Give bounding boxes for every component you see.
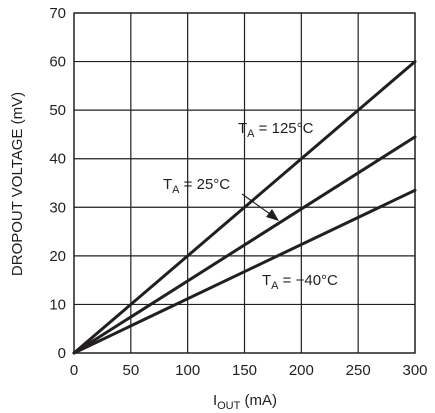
x-tick-label: 250 [346,362,371,379]
grid [74,13,415,353]
y-axis-label: DROPOUT VOLTAGE (mV) [9,92,26,276]
y-tick-label: 70 [49,5,66,22]
y-tick-label: 50 [49,102,66,119]
series-lines [72,60,417,355]
series-line-0 [72,60,417,355]
x-tick-label: 0 [70,362,78,379]
x-tick-label: 200 [289,362,314,379]
x-tick-label: 100 [175,362,200,379]
x-tick-label: 300 [402,362,427,379]
series-line-1 [72,135,417,355]
plot-frame [73,12,416,354]
annotation-minus40c: TA = −40°C [262,272,338,292]
y-tick-label: 30 [49,199,66,216]
annotation-125c: TA = 125°C [238,120,314,140]
y-tick-label: 20 [49,248,66,265]
series-line-2 [72,188,417,355]
y-tick-label: 10 [49,296,66,313]
tick-labels: 0 50 100 150 200 250 300 0 10 20 30 40 50 60 70 [49,5,427,379]
y-tick-label: 40 [49,151,66,168]
y-tick-label: 60 [49,54,66,71]
x-tick-label: 150 [232,362,257,379]
annotation-25c: TA = 25°C [163,176,230,196]
x-tick-label: 50 [122,362,139,379]
x-axis-label: IOUT (mA) [213,392,277,412]
y-tick-label: 0 [58,345,66,362]
arrow-25c [241,193,279,221]
